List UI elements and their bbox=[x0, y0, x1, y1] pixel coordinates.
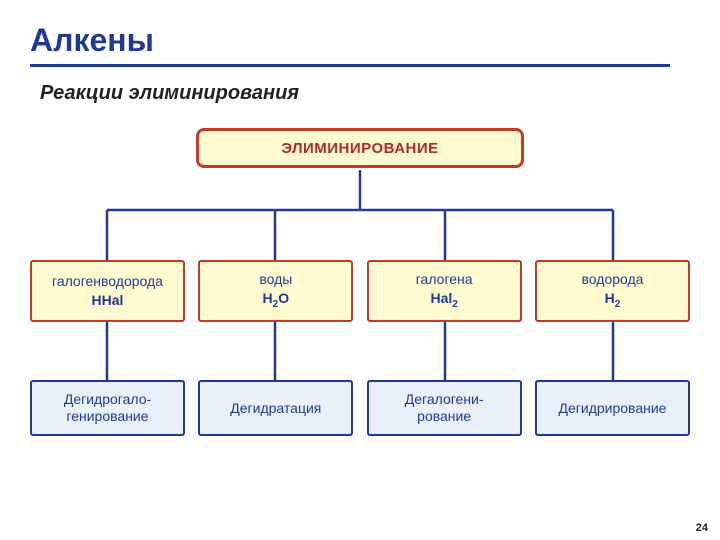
mid-formula: H2O bbox=[263, 290, 290, 311]
bottom-row: Дегидрогало-генирование Дегидратация Дег… bbox=[30, 380, 690, 436]
middle-row: галогенводорода HHal воды H2O галогена H… bbox=[30, 260, 690, 322]
mid-node-3: водорода H2 bbox=[535, 260, 690, 322]
mid-formula: HHal bbox=[92, 292, 124, 309]
subtitle: Реакции элиминирования bbox=[40, 82, 299, 105]
mid-formula: Hal2 bbox=[430, 290, 457, 311]
title-underline bbox=[30, 64, 670, 67]
bot-label: Дегидратация bbox=[230, 400, 321, 417]
mid-label: галогена bbox=[416, 271, 473, 288]
page-number: 24 bbox=[696, 522, 708, 534]
root-label: ЭЛИМИНИРОВАНИЕ bbox=[281, 140, 438, 157]
mid-label: воды bbox=[259, 271, 292, 288]
mid-node-2: галогена Hal2 bbox=[367, 260, 522, 322]
bot-node-0: Дегидрогало-генирование bbox=[30, 380, 185, 436]
page-title: Алкены bbox=[30, 22, 154, 59]
bot-label: Дегидрогало-генирование bbox=[64, 391, 151, 425]
root-node: ЭЛИМИНИРОВАНИЕ bbox=[196, 128, 524, 168]
mid-label: водорода bbox=[582, 271, 644, 288]
bot-node-1: Дегидратация bbox=[198, 380, 353, 436]
bot-label: Дегидрирование bbox=[559, 400, 667, 417]
mid-node-0: галогенводорода HHal bbox=[30, 260, 185, 322]
bot-node-3: Дегидрирование bbox=[535, 380, 690, 436]
mid-formula: H2 bbox=[605, 290, 621, 311]
bot-node-2: Дегалогени-рование bbox=[367, 380, 522, 436]
bot-label: Дегалогени-рование bbox=[405, 391, 484, 425]
mid-node-1: воды H2O bbox=[198, 260, 353, 322]
mid-label: галогенводорода bbox=[52, 273, 163, 290]
